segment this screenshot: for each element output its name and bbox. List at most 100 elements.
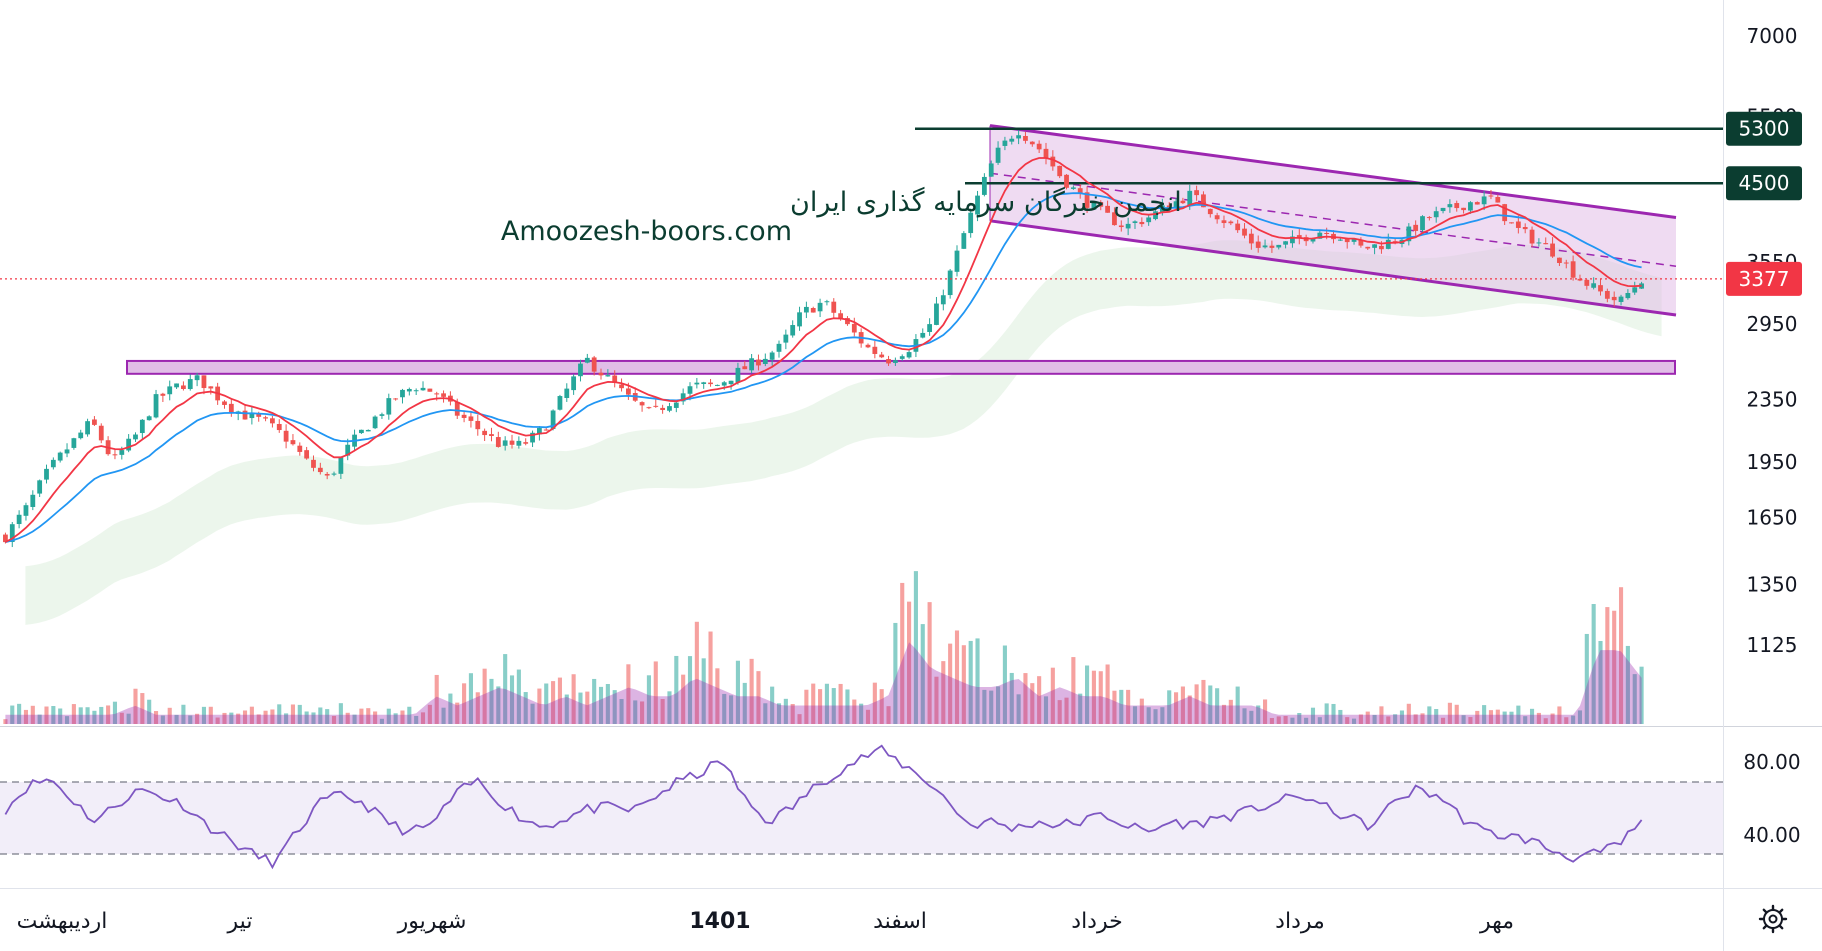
candle-body [584, 357, 590, 363]
candle [1118, 220, 1124, 232]
candle-body [899, 356, 905, 359]
candle-body [222, 401, 227, 405]
candle [92, 416, 97, 426]
candle-body [413, 390, 419, 392]
candle-body [1242, 228, 1247, 236]
candle [1529, 226, 1535, 248]
rsi-axis[interactable]: 80.00 40.00 [1743, 750, 1800, 847]
candle-body [297, 445, 303, 452]
volume-bar [1372, 714, 1377, 724]
volume-ma-area [5, 642, 1642, 724]
candle-body [851, 323, 857, 333]
volume-bar [1324, 703, 1329, 724]
volume-bar [516, 669, 521, 724]
volume-bar [489, 678, 494, 724]
volume-bar [886, 706, 891, 724]
candle [1290, 230, 1295, 248]
volume-bar [742, 682, 747, 724]
volume-bar [304, 711, 309, 724]
volume-bar [646, 675, 651, 724]
volume-bar [1461, 715, 1466, 724]
volume-bar [1434, 709, 1439, 724]
price-tick-label: 2350 [1747, 388, 1798, 412]
candle [742, 360, 748, 370]
candle-body [516, 440, 522, 446]
candle [1132, 220, 1138, 229]
volume-bar [640, 701, 645, 724]
candle-body [1365, 246, 1371, 249]
candle-body [660, 407, 666, 411]
candle [1242, 223, 1247, 239]
moving-averages [4, 157, 1642, 543]
volume-bar [58, 708, 63, 724]
candle [1543, 237, 1549, 245]
candle [249, 406, 255, 425]
candle [776, 340, 782, 358]
candle-body [1276, 244, 1282, 248]
level-badges: 5300 4500 3377 [1726, 111, 1802, 296]
candle [769, 350, 775, 366]
volume-bar [551, 681, 556, 724]
candle-body [886, 359, 891, 364]
time-axis[interactable]: اردیبهشت تیر شهریور 1401 اسفند خرداد مرداد مهر [17, 909, 1514, 934]
candle-body [37, 480, 43, 494]
candle [1522, 223, 1528, 234]
candle-body [920, 332, 926, 338]
ema-fast-line [4, 157, 1642, 543]
candle-body [1557, 257, 1562, 263]
candle-body [194, 375, 200, 381]
candle [276, 419, 282, 433]
candle [557, 394, 563, 411]
candle [461, 410, 467, 423]
candle-body [1625, 292, 1631, 299]
candle-body [824, 301, 830, 303]
settings-gear-icon[interactable] [1758, 904, 1788, 934]
volume-bar [1078, 693, 1083, 724]
volume-bar [626, 664, 631, 724]
candle [1618, 294, 1624, 306]
candle-body [290, 440, 296, 445]
volume-bar [557, 677, 562, 724]
candle-body [1070, 187, 1076, 189]
candle [1440, 207, 1446, 214]
volume-bar [1632, 674, 1637, 724]
candle-body [359, 429, 364, 434]
candle [1139, 217, 1145, 227]
candle-body [1481, 196, 1487, 205]
candle [872, 341, 878, 359]
candle-body [9, 524, 15, 542]
candle-body [1440, 207, 1446, 212]
candle-body [728, 380, 734, 385]
candle-body [1235, 223, 1241, 231]
volume-bar [1256, 705, 1261, 724]
candle-body [1283, 241, 1288, 245]
volume-bar [1201, 679, 1206, 724]
candle [1228, 220, 1234, 226]
volume-bar [1351, 718, 1357, 724]
volume-bar [660, 699, 665, 724]
volume-bar [900, 582, 905, 724]
volume-bar [181, 704, 186, 724]
volume-bar [1085, 665, 1090, 724]
volume-bar [982, 689, 987, 724]
candle-body [434, 393, 440, 395]
price-tick-label: 1650 [1747, 506, 1798, 530]
ichimoku-cloud [25, 240, 1662, 625]
candle-body [1358, 240, 1364, 246]
candle [386, 393, 392, 420]
candle [1495, 194, 1501, 203]
volume-bar [270, 709, 275, 724]
candle-body [372, 416, 378, 429]
volume-bar [1536, 712, 1541, 724]
volume-bar [1242, 708, 1247, 724]
candle [927, 318, 933, 336]
volume-bar [345, 712, 350, 724]
candle-body [139, 419, 145, 434]
volume-bar [1639, 666, 1644, 724]
price-tick-label: 1125 [1747, 633, 1798, 657]
volume-bar [249, 706, 254, 724]
candle-body [981, 176, 987, 195]
volume-bar [722, 693, 727, 724]
candle-body [263, 417, 268, 419]
